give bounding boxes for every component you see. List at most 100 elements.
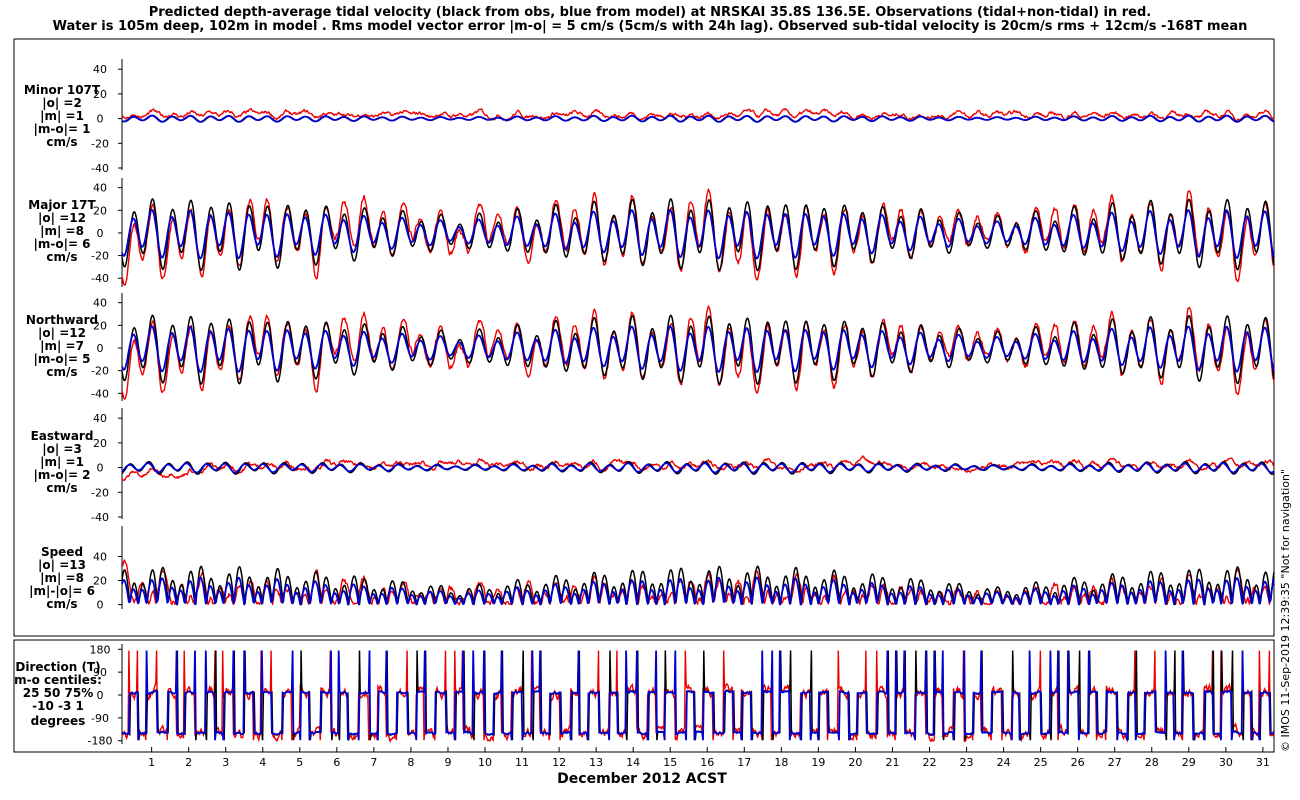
x-tick-label-1: 1 <box>148 756 155 769</box>
direction-panel-frame <box>13 639 1275 753</box>
major-series-blue <box>121 208 1275 260</box>
direction-ytick-label-4: -180 <box>88 735 113 748</box>
x-tick-label-18: 18 <box>774 756 788 769</box>
northward-series-red <box>121 305 1275 400</box>
x-tick-label-7: 7 <box>370 756 377 769</box>
speed-label-4: cm/s <box>46 597 77 611</box>
direction-ytick-label-3: -90 <box>91 712 109 725</box>
x-tick-label-24: 24 <box>997 756 1011 769</box>
x-tick-label-13: 13 <box>589 756 603 769</box>
major-label-2: |m| =8 <box>40 224 84 238</box>
x-tick-label-28: 28 <box>1145 756 1159 769</box>
x-tick-label-21: 21 <box>885 756 899 769</box>
direction-label-1: m-o centiles: <box>14 673 102 687</box>
northward-ytick-label-2: 0 <box>97 342 104 355</box>
x-tick-label-29: 29 <box>1182 756 1196 769</box>
eastward-label-4: cm/s <box>46 481 77 495</box>
x-tick-label-20: 20 <box>848 756 862 769</box>
panel-minor: Minor 107T |o| =2 |m| =1 |m-o|= 1 cm/s 4… <box>24 59 1275 175</box>
major-label-1: |o| =12 <box>38 211 86 225</box>
direction-label-2: 25 50 75% <box>23 686 93 700</box>
major-label-4: cm/s <box>46 250 77 264</box>
eastward-ytick-label-1: 20 <box>93 437 107 450</box>
direction-series-red <box>121 650 1275 744</box>
speed-series-red <box>121 559 1275 606</box>
major-series-red <box>121 188 1275 286</box>
major-ytick-label-4: -40 <box>91 272 109 285</box>
direction-series-blue <box>121 650 1275 741</box>
x-axis-label: December 2012 ACST <box>557 771 727 787</box>
northward-series-blue <box>121 325 1275 373</box>
northward-ytick-label-4: -40 <box>91 387 109 400</box>
minor-label-3: |m-o|= 1 <box>33 122 90 136</box>
speed-series-black <box>121 565 1275 606</box>
x-tick-label-23: 23 <box>960 756 974 769</box>
eastward-ytick-label-0: 40 <box>93 412 107 425</box>
x-tick-label-19: 19 <box>811 756 825 769</box>
minor-series-red <box>121 107 1275 122</box>
major-ytick-label-2: 0 <box>97 227 104 240</box>
minor-ytick-label-1: 20 <box>93 88 107 101</box>
x-tick-label-5: 5 <box>296 756 303 769</box>
northward-series-black <box>121 314 1275 385</box>
upper-panel-frame <box>13 38 1275 637</box>
major-ytick-label-0: 40 <box>93 182 107 195</box>
northward-label-1: |o| =12 <box>38 326 86 340</box>
major-ytick-label-3: -20 <box>91 250 109 263</box>
x-tick-label-12: 12 <box>552 756 566 769</box>
major-series-black <box>121 198 1275 272</box>
eastward-label-0: Eastward <box>31 429 94 443</box>
major-label-3: |m-o|= 6 <box>33 237 90 251</box>
panel-major: Major 17T |o| =12 |m| =8 |m-o|= 6 cm/s 4… <box>28 178 1275 287</box>
minor-label-4: cm/s <box>46 135 77 149</box>
direction-label-0: Direction (T) <box>15 660 100 674</box>
minor-label-2: |m| =1 <box>40 109 84 123</box>
x-tick-label-9: 9 <box>444 756 451 769</box>
x-tick-label-17: 17 <box>737 756 751 769</box>
x-tick-label-11: 11 <box>515 756 529 769</box>
x-tick-label-4: 4 <box>259 756 266 769</box>
minor-series-blue <box>121 114 1275 123</box>
minor-ytick-label-4: -40 <box>91 162 109 175</box>
x-tick-label-10: 10 <box>478 756 492 769</box>
major-ytick-label-1: 20 <box>93 204 107 217</box>
speed-ytick-label-0: 40 <box>93 550 107 563</box>
eastward-ytick-label-2: 0 <box>97 462 104 475</box>
imos-watermark: © IMOS 11-Sep-2019 12:39:35 "Not for nav… <box>1279 469 1292 752</box>
direction-series-black <box>121 650 1275 741</box>
speed-label-0: Speed <box>41 545 83 559</box>
northward-label-4: cm/s <box>46 365 77 379</box>
speed-label-2: |m| =8 <box>40 571 84 585</box>
eastward-series-blue <box>121 462 1275 474</box>
direction-ytick-label-2: 0 <box>97 689 104 702</box>
eastward-ytick-label-4: -40 <box>91 511 109 524</box>
x-tick-label-14: 14 <box>626 756 640 769</box>
direction-label-3: -10 -3 1 <box>32 699 84 713</box>
major-label-0: Major 17T <box>28 198 96 212</box>
minor-ytick-label-0: 40 <box>93 63 107 76</box>
x-tick-label-22: 22 <box>923 756 937 769</box>
direction-ytick-label-1: 90 <box>93 666 107 679</box>
x-tick-label-16: 16 <box>700 756 714 769</box>
northward-label-3: |m-o|= 5 <box>33 352 90 366</box>
speed-label-1: |o| =13 <box>38 558 86 572</box>
x-tick-label-31: 31 <box>1256 756 1270 769</box>
northward-ytick-label-1: 20 <box>93 319 107 332</box>
northward-ytick-label-3: -20 <box>91 365 109 378</box>
eastward-label-1: |o| =3 <box>42 442 82 456</box>
x-tick-label-30: 30 <box>1219 756 1233 769</box>
eastward-label-2: |m| =1 <box>40 455 84 469</box>
x-axis: 1 2 3 4 5 6 7 8 9 10 11 12 13 14 15 16 17 18 19 20 21 22 23 24 2… <box>148 747 1270 769</box>
panel-eastward: Eastward |o| =3 |m| =1 |m-o|= 2 cm/s 40 2… <box>31 408 1275 524</box>
eastward-series-black <box>121 460 1275 475</box>
eastward-ytick-label-3: -20 <box>91 486 109 499</box>
northward-label-2: |m| =7 <box>40 339 84 353</box>
minor-ytick-label-3: -20 <box>91 137 109 150</box>
speed-ytick-label-1: 20 <box>93 575 107 588</box>
minor-label-1: |o| =2 <box>42 96 82 110</box>
direction-ytick-label-0: 180 <box>90 643 111 656</box>
speed-label-3: |m|-|o|= 6 <box>29 584 95 598</box>
panel-direction: Direction (T) m-o centiles: 25 50 75% -1… <box>14 643 1275 748</box>
speed-ytick-label-2: 0 <box>97 599 104 612</box>
